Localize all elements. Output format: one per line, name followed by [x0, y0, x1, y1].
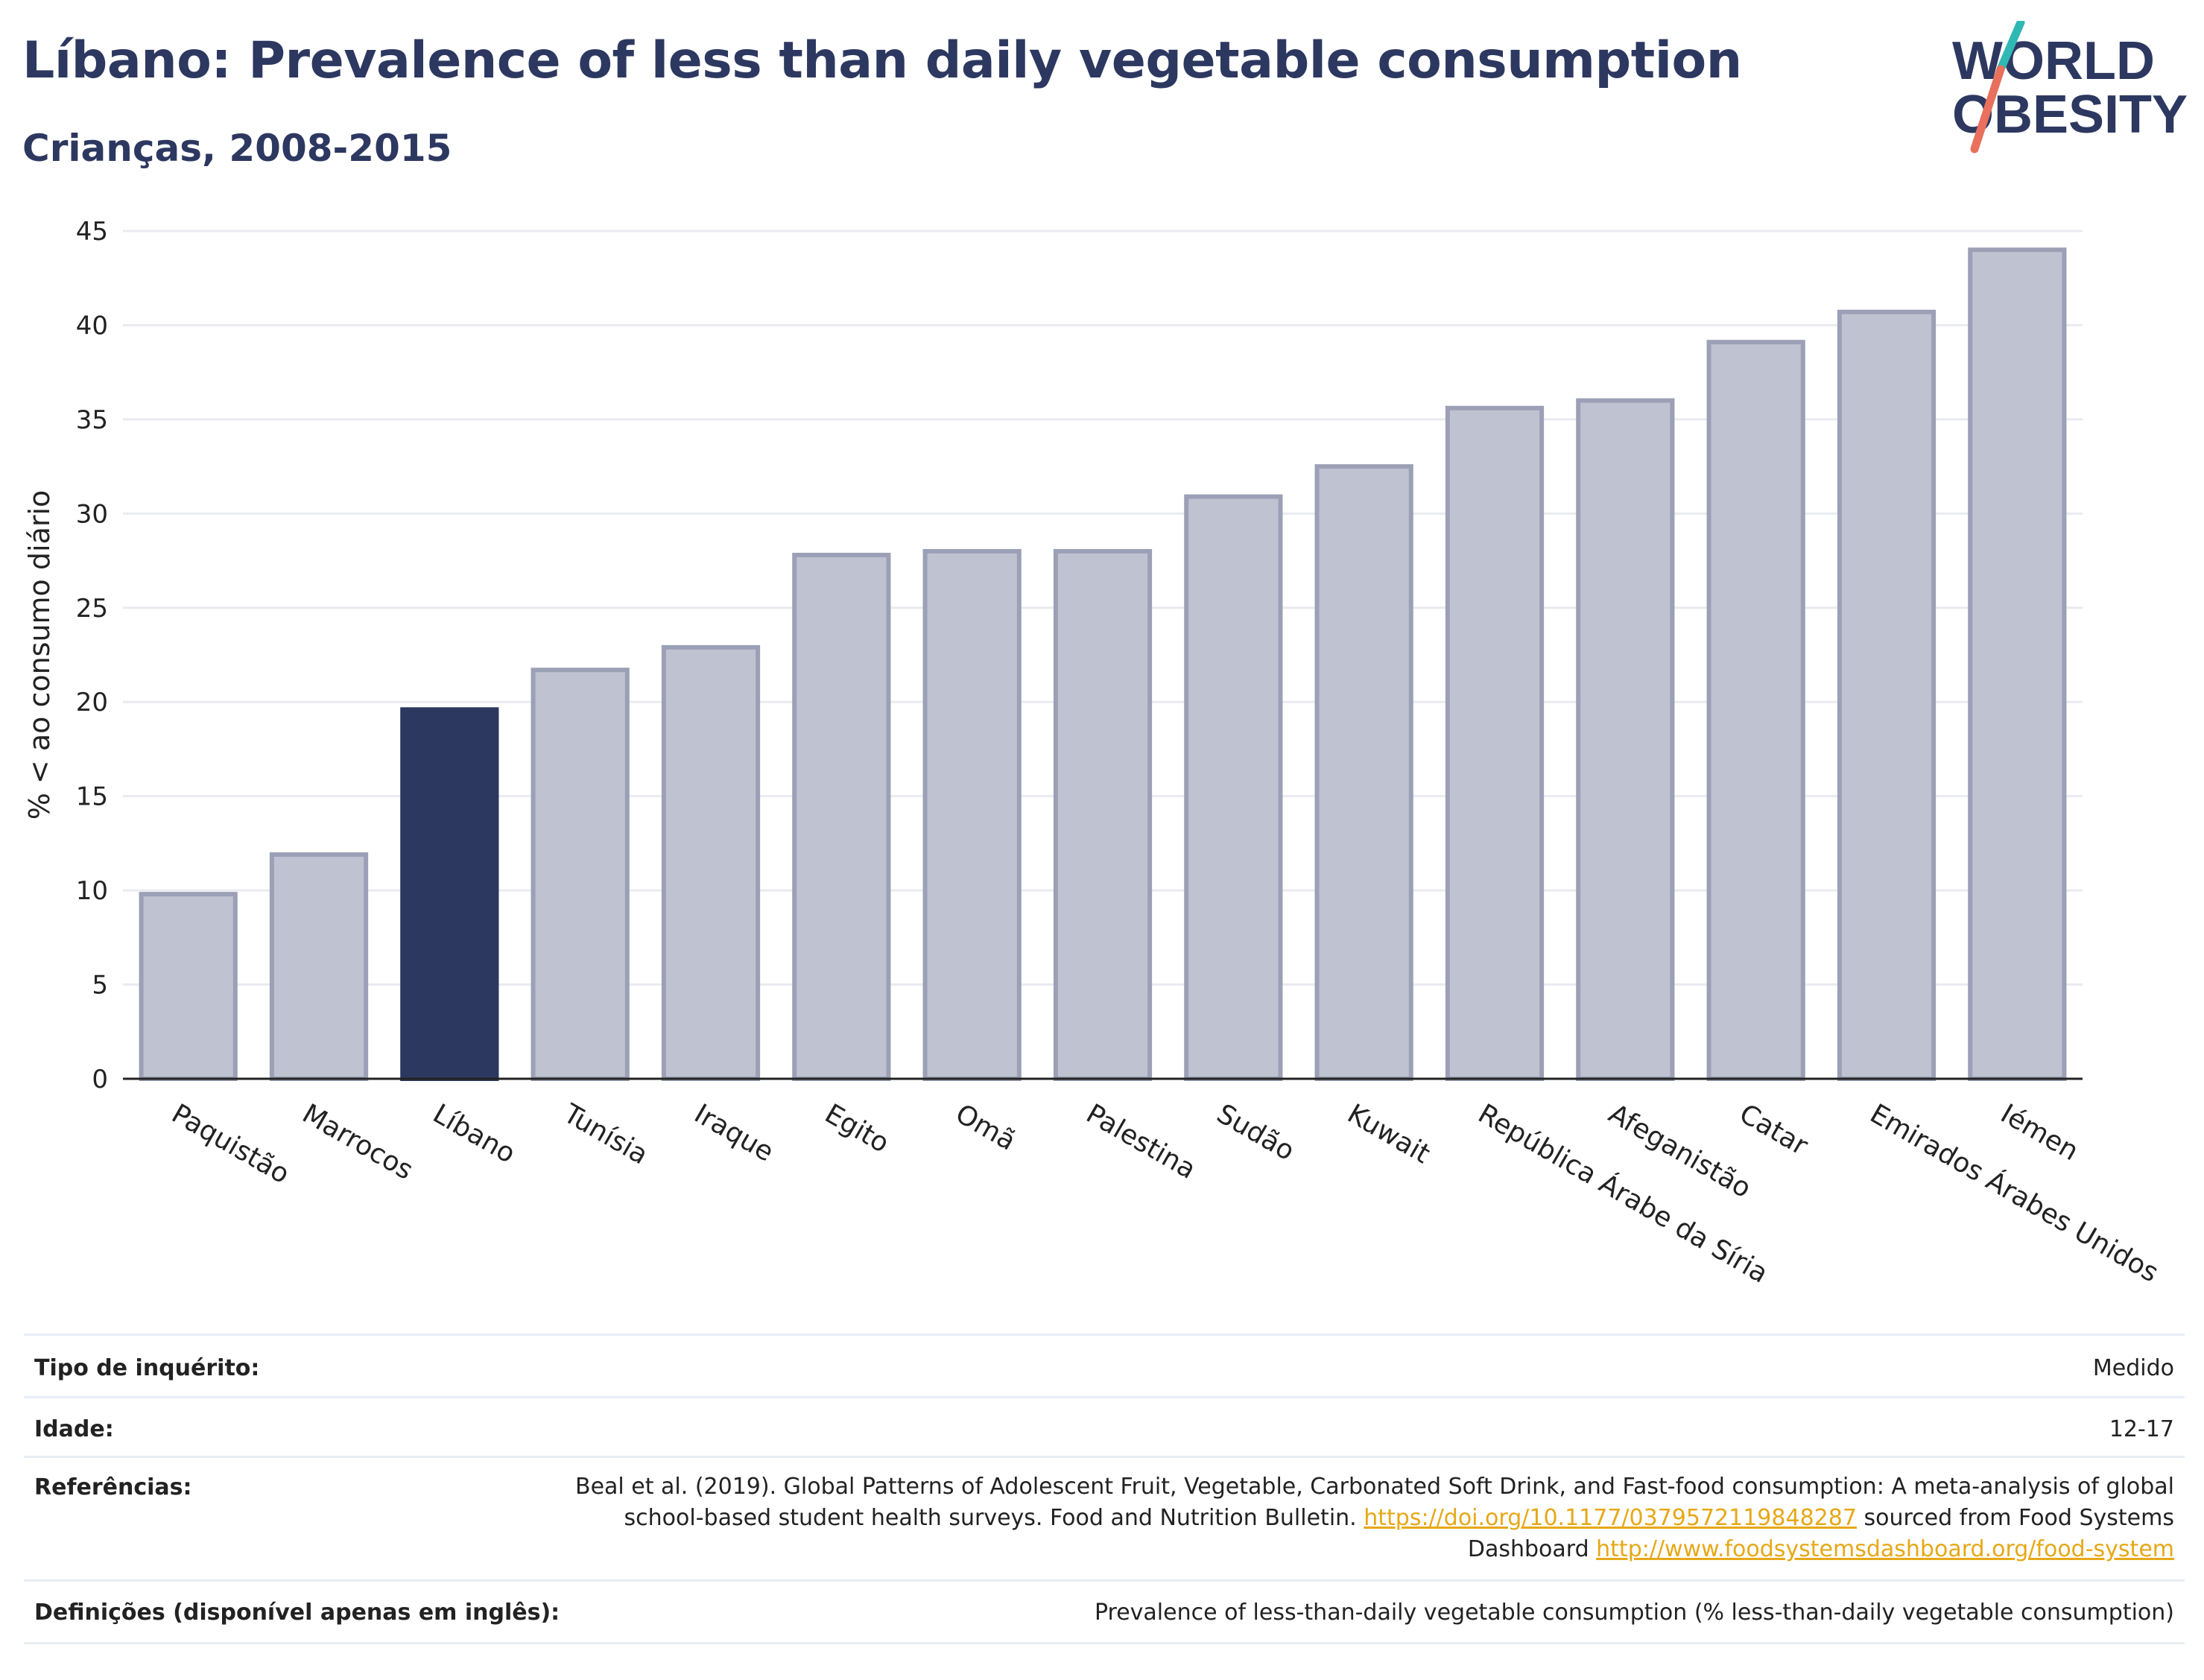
- bars: [139, 247, 2067, 1082]
- x-axis-labels: Paquistão Marrocos Líbano Tunísia Iraque Egit…: [166, 1098, 2164, 1290]
- y-tick-label: 30: [76, 499, 108, 529]
- x-tick-label: Kuwait: [1342, 1098, 1435, 1170]
- x-tick-label: Sudão: [1212, 1098, 1299, 1167]
- chart-subtitle: Crianças, 2008-2015: [22, 127, 452, 170]
- dashboard-link[interactable]: http://www.foodsystemsdashboard.org/food…: [1596, 1536, 2174, 1562]
- svg-text:WORLD: WORLD: [1952, 31, 2155, 91]
- bar-7: [922, 548, 1022, 1081]
- meta-row-survey-type: Tipo de inquérito: Medido: [24, 1334, 2185, 1398]
- x-tick-label: Iraque: [689, 1098, 779, 1167]
- y-tick-label: 45: [76, 217, 108, 247]
- references-value: Beal et al. (2019). Global Patterns of A…: [550, 1471, 2174, 1565]
- y-axis-ticks: 0 5 10 15 20 25 30 35 40 45: [76, 217, 108, 1094]
- definitions-value: Prevalence of less-than-daily vegetable …: [1094, 1600, 2174, 1626]
- bar-6: [792, 552, 891, 1081]
- x-tick-label: Líbano: [428, 1098, 520, 1169]
- y-tick-label: 10: [76, 876, 108, 906]
- y-tick-label: 15: [76, 782, 108, 812]
- age-label: Idade:: [34, 1416, 114, 1442]
- world-obesity-logo: WORLD OBESITY: [1952, 21, 2188, 153]
- y-tick-label: 40: [76, 311, 108, 340]
- survey-type-value: Medido: [2092, 1355, 2174, 1381]
- x-tick-label: Tunísia: [558, 1098, 653, 1170]
- x-tick-label: Iémen: [1995, 1098, 2083, 1167]
- definitions-label: Definições (disponível apenas em inglês)…: [34, 1600, 560, 1626]
- meta-row-references: Referências: Beal et al. (2019). Global …: [24, 1456, 2185, 1582]
- y-tick-label: 5: [92, 971, 108, 1001]
- meta-row-definitions: Definições (disponível apenas em inglês)…: [24, 1579, 2185, 1644]
- x-tick-label: Palestina: [1081, 1098, 1201, 1185]
- y-tick-label: 35: [76, 405, 108, 435]
- references-label: Referências:: [34, 1474, 192, 1500]
- x-tick-label: Paquistão: [166, 1098, 294, 1190]
- y-tick-label: 0: [92, 1065, 108, 1094]
- x-tick-label: Marrocos: [297, 1098, 418, 1185]
- x-tick-label: Catar: [1734, 1098, 1813, 1161]
- bar-14: [1837, 309, 1937, 1082]
- references-text-2: sourced from Food Systems Dashboard: [1467, 1505, 2174, 1562]
- meta-bottom-border: [24, 1642, 2185, 1644]
- survey-type-label: Tipo de inquérito:: [34, 1355, 260, 1381]
- doi-link[interactable]: https://doi.org/10.1177/0379572119848287: [1364, 1505, 1857, 1531]
- bar-8: [1053, 548, 1153, 1081]
- bar-9: [1184, 494, 1283, 1081]
- bar-4: [531, 668, 630, 1081]
- x-tick-label: Omã: [950, 1098, 1021, 1156]
- bar-2: [269, 852, 369, 1082]
- bar-chart: 0 5 10 15 20 25 30 35 40 45 Paquistão Marrocos Líba…: [23, 217, 2164, 1290]
- references-text: Beal et al. (2019). Global Patterns of A…: [574, 1474, 2174, 1531]
- bar-10: [1314, 464, 1413, 1081]
- y-tick-label: 20: [76, 688, 108, 717]
- bar-11: [1445, 405, 1545, 1081]
- bar-5: [661, 644, 761, 1081]
- age-value: 12-17: [2109, 1416, 2174, 1442]
- bar-12: [1576, 398, 1675, 1081]
- y-tick-label: 25: [76, 594, 108, 624]
- bar-1: [139, 892, 238, 1082]
- x-tick-label: Egito: [820, 1098, 894, 1158]
- bar-15: [1968, 247, 2067, 1081]
- meta-row-age: Idade: 12-17: [24, 1396, 2185, 1458]
- bar-13: [1706, 340, 1805, 1081]
- bar-3: [400, 707, 499, 1081]
- chart-title: Líbano: Prevalence of less than daily ve…: [22, 31, 1742, 90]
- y-axis-label: % < ao consumo diário: [23, 490, 56, 820]
